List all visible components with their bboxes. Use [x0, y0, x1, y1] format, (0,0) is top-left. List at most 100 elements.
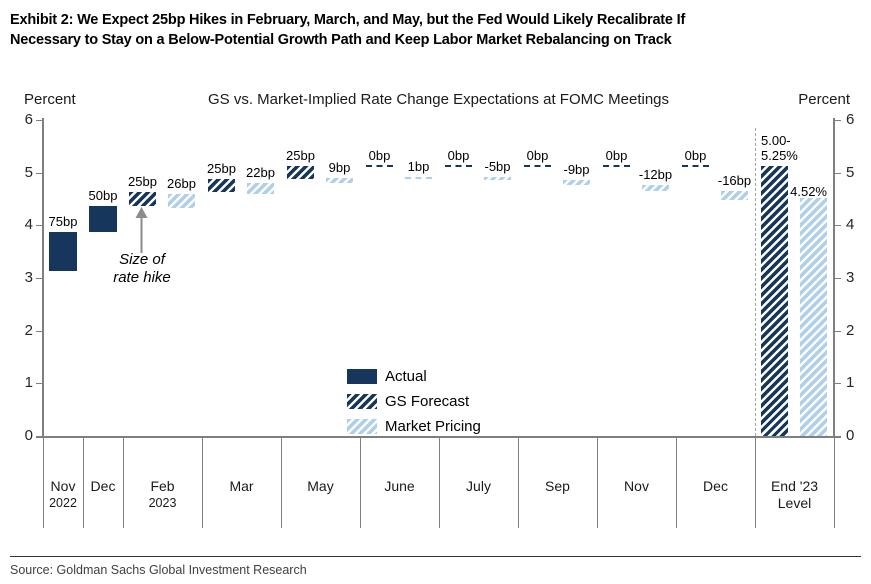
y-tick-left [36, 172, 43, 174]
bar-gs [524, 165, 551, 168]
bar-value-label: -16bp [717, 173, 752, 189]
y-tick-label-right: 6 [846, 111, 855, 128]
x-axis [36, 436, 841, 438]
y-tick-left [36, 225, 43, 227]
exhibit-title: Exhibit 2: We Expect 25bp Hikes in Febru… [10, 10, 862, 50]
y-tick-right [834, 278, 841, 279]
x-axis-category-label: Dec [703, 478, 728, 494]
right-axis-unit-label: Percent [798, 91, 850, 108]
x-axis-category-label: Sep [545, 478, 570, 494]
y-tick-right [834, 172, 841, 174]
y-tick-right [834, 225, 841, 227]
bar-gs [208, 179, 235, 193]
left-axis-unit-label: Percent [24, 91, 76, 108]
bar-market [168, 194, 195, 208]
bar-gs [129, 192, 156, 206]
bar-market [642, 184, 669, 192]
x-axis-category-label: May [307, 478, 334, 494]
bar-gs [761, 166, 788, 436]
exhibit-title-line2: Necessary to Stay on a Below-Potential G… [10, 32, 672, 48]
y-tick-label-left: 2 [24, 321, 33, 339]
bar-value-label: 26bp [167, 176, 196, 192]
category-divider [755, 438, 756, 528]
bar-value-label: -12bp [638, 166, 673, 182]
bar-value-label: 0bp [605, 148, 628, 164]
legend-swatch-hatch-dark [347, 394, 377, 409]
y-tick-label-right: 2 [846, 321, 855, 339]
y-axis-right [833, 118, 835, 436]
bar-actual [49, 231, 77, 272]
category-divider [360, 438, 361, 528]
y-tick-label-left: 5 [24, 163, 33, 181]
legend-swatch-solid-dark [347, 369, 377, 384]
category-divider [123, 438, 124, 528]
bar-value-label: 25bp [128, 174, 157, 190]
legend: Actual GS Forecast Market Pricing [347, 364, 481, 439]
bar-value-label: 9bp [328, 159, 351, 175]
category-divider [518, 438, 519, 528]
category-divider [43, 438, 44, 528]
y-tick-right [834, 120, 841, 121]
bar-value-label: 22bp [246, 164, 275, 180]
category-divider [202, 438, 203, 528]
y-tick-label-left: 4 [24, 216, 33, 234]
bar-market [247, 182, 274, 195]
y-tick-right [834, 383, 841, 385]
bar-gs [603, 165, 630, 168]
source-text: Source: Goldman Sachs Global Investment … [10, 563, 307, 577]
bar-value-label: 75bp [48, 213, 78, 229]
bar-market [484, 177, 511, 181]
bar-value-label: 0bp [368, 148, 391, 164]
y-tick-left [36, 278, 43, 279]
y-tick-label-right: 1 [846, 374, 855, 392]
bar-value-label: 0bp [447, 148, 470, 164]
y-tick-right [834, 330, 841, 332]
x-axis-category-label: Nov [624, 478, 649, 494]
legend-row: GS Forecast [347, 389, 481, 414]
bar-gs [445, 165, 472, 168]
x-axis-category-label: June [384, 478, 415, 494]
footer-divider [10, 556, 861, 557]
y-tick-label-left: 3 [24, 269, 33, 286]
category-divider [676, 438, 677, 528]
y-tick-label-left: 1 [24, 374, 33, 392]
bar-market [800, 197, 827, 436]
y-tick-label-right: 5 [846, 163, 855, 181]
annotation-line1: Size of [119, 251, 165, 268]
bar-gs [682, 165, 709, 168]
bar-value-label: 4.52% [790, 183, 827, 199]
y-tick-label-right: 4 [846, 216, 855, 234]
legend-swatch-hatch-light [347, 419, 377, 434]
bar-gs [287, 166, 314, 180]
legend-row: Actual [347, 364, 481, 389]
x-axis-category-label: Mar [229, 478, 254, 494]
bar-market [405, 176, 432, 179]
category-divider [597, 438, 598, 528]
y-tick-right [834, 436, 841, 437]
y-tick-label-left: 6 [24, 111, 33, 128]
y-tick-left [36, 120, 43, 121]
y-tick-left [36, 383, 43, 385]
bar-value-label: 1bp [407, 159, 430, 175]
bar-value-label: -5bp [484, 159, 511, 175]
category-divider [281, 438, 282, 528]
bar-gs [366, 165, 393, 168]
legend-label: Market Pricing [385, 418, 481, 435]
y-tick-left [36, 330, 43, 332]
bar-market [326, 177, 353, 183]
bar-market [563, 180, 590, 185]
end-level-separator [755, 128, 756, 436]
legend-label: GS Forecast [385, 393, 470, 410]
category-divider [834, 438, 835, 528]
bar-value-label: 0bp [684, 148, 707, 164]
y-axis-left [42, 118, 44, 436]
y-tick-label-right: 3 [846, 269, 855, 286]
bar-market [721, 191, 748, 200]
bar-value-label: -9bp [563, 162, 590, 178]
up-arrow-icon [135, 207, 148, 253]
bar-value-label: 25bp [207, 161, 236, 177]
y-tick-label-right: 0 [846, 427, 855, 444]
y-tick-label-left: 0 [24, 427, 33, 444]
category-divider [439, 438, 440, 528]
